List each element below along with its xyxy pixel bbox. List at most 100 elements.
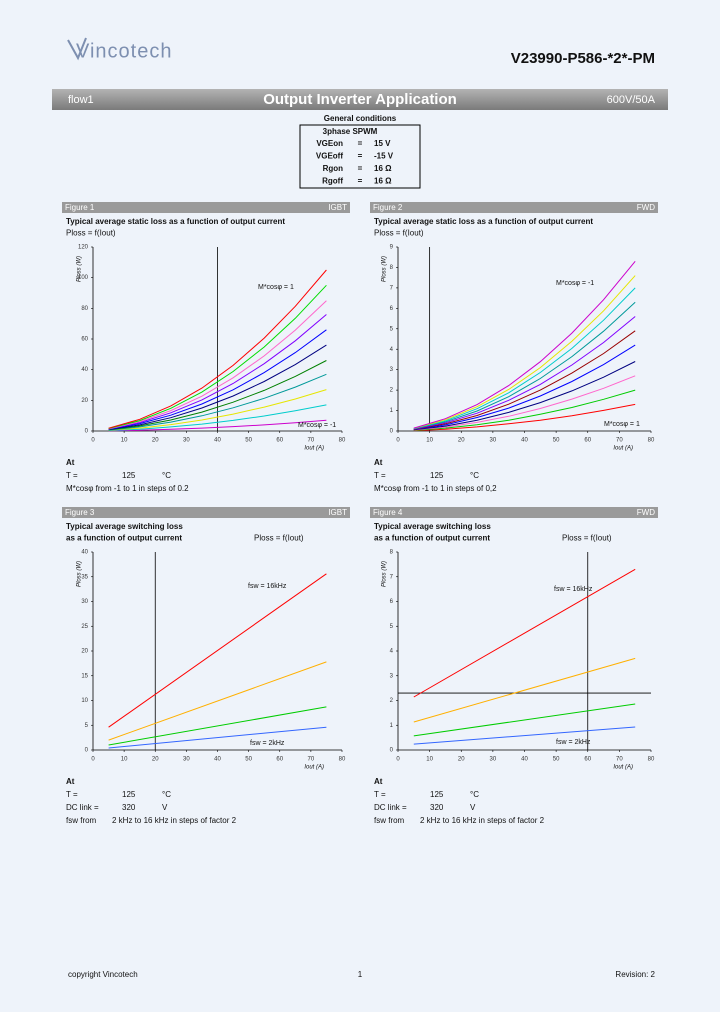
x-axis-label: Iout (A) [613, 446, 633, 452]
x-tick-label: 30 [490, 438, 497, 444]
annotation: M*cosφ = 1 [258, 284, 294, 291]
y-tick-label: 60 [81, 337, 88, 343]
series-line [413, 260, 636, 429]
chart-note: 125 [122, 790, 136, 799]
series-line [108, 573, 327, 728]
chart-note: At [66, 458, 75, 467]
y-tick-label: 2 [390, 388, 394, 394]
condition-cell: -15 V [374, 152, 394, 161]
chart-note: fsw from [66, 816, 97, 825]
x-tick-label: 80 [648, 757, 655, 763]
figure-device: IGBT [328, 508, 347, 517]
chart-formula: Ploss = f(Iout) [254, 534, 304, 543]
series-line [108, 373, 327, 431]
series-line [413, 657, 636, 723]
series-line [413, 375, 636, 431]
x-tick-label: 20 [152, 438, 159, 444]
y-axis-label: Ploss (W) [382, 561, 388, 587]
x-tick-label: 50 [245, 757, 252, 763]
series-line [413, 361, 636, 431]
chart-title: Typical average switching loss [374, 522, 491, 531]
condition-cell: Rgoff [322, 177, 343, 186]
figure-header [370, 507, 658, 518]
x-tick-label: 0 [91, 438, 95, 444]
series-line [413, 389, 636, 431]
chart-note: T = [66, 790, 78, 799]
y-tick-label: 6 [390, 599, 394, 605]
chart-note: 125 [430, 471, 444, 480]
x-tick-label: 20 [458, 438, 465, 444]
chart-note: 125 [430, 790, 444, 799]
logo-mark [67, 37, 87, 61]
y-tick-label: 1 [390, 723, 394, 729]
series-line [108, 300, 327, 430]
series-line [413, 275, 636, 429]
x-tick-label: 30 [183, 757, 190, 763]
y-tick-label: 40 [81, 550, 88, 556]
x-tick-label: 10 [121, 757, 128, 763]
x-tick-label: 60 [276, 757, 283, 763]
series-line [413, 726, 636, 745]
series-line [108, 404, 327, 431]
series-line [108, 706, 327, 746]
y-tick-label: 40 [81, 367, 88, 373]
series-line [413, 344, 636, 431]
y-axis-label: Ploss (W) [77, 561, 83, 587]
chart-note: M*cosφ from -1 to 1 in steps of 0,2 [374, 484, 497, 493]
x-tick-label: 0 [396, 757, 400, 763]
x-tick-label: 70 [616, 757, 623, 763]
x-axis-label: Iout (A) [304, 446, 324, 452]
x-tick-label: 80 [339, 438, 346, 444]
chart-note: °C [470, 790, 479, 799]
y-tick-label: 25 [81, 624, 88, 630]
x-tick-label: 10 [426, 438, 433, 444]
chart-title: Typical average static loss as a functio… [66, 217, 285, 226]
annotation: fsw = 2kHz [556, 739, 591, 746]
y-tick-label: 0 [390, 429, 394, 435]
series-line [413, 568, 636, 698]
conditions-title: General conditions [324, 114, 397, 123]
chart-note: T = [374, 790, 386, 799]
series-line [108, 419, 327, 432]
figure-device: FWD [637, 203, 655, 212]
footer-left: copyright Vincotech [68, 970, 138, 979]
series-line [413, 287, 636, 429]
x-tick-label: 50 [245, 438, 252, 444]
y-tick-label: 2 [390, 698, 394, 704]
chart-note: DC link = [374, 803, 407, 812]
chart-title: Typical average static loss as a functio… [374, 217, 593, 226]
y-tick-label: 5 [390, 624, 394, 630]
x-tick-label: 20 [152, 757, 159, 763]
series-line [108, 284, 327, 429]
series-line [108, 360, 327, 431]
x-tick-label: 30 [183, 438, 190, 444]
chart-title: as a function of output current [374, 534, 490, 543]
chart-title: Typical average switching loss [66, 522, 183, 531]
chart-formula: Ploss = f(Iout) [562, 534, 612, 543]
y-tick-label: 35 [81, 574, 88, 580]
series-line [413, 703, 636, 737]
y-tick-label: 20 [81, 649, 88, 655]
condition-cell: 16 Ω [374, 164, 392, 173]
x-tick-label: 40 [214, 438, 221, 444]
y-tick-label: 80 [81, 306, 88, 312]
x-tick-label: 10 [121, 438, 128, 444]
x-tick-label: 70 [308, 438, 315, 444]
figure-label: Figure 3 [65, 508, 95, 517]
x-tick-label: 40 [214, 757, 221, 763]
y-tick-label: 3 [390, 367, 394, 373]
series-line [108, 661, 327, 741]
condition-cell: VGEon [316, 139, 343, 148]
conditions-mode: 3phase SPWM [323, 127, 378, 136]
chart-note: T = [66, 471, 78, 480]
y-axis-label: Ploss (W) [382, 256, 388, 282]
x-tick-label: 60 [276, 438, 283, 444]
y-tick-label: 0 [85, 748, 89, 754]
chart-note: °C [162, 790, 171, 799]
chart-formula: Ploss = f(Iout) [66, 229, 116, 238]
chart-note: DC link = [66, 803, 99, 812]
banner-left: flow1 [68, 94, 94, 106]
banner-title: Output Inverter Application [263, 91, 457, 108]
annotation: M*cosφ = -1 [298, 422, 336, 429]
